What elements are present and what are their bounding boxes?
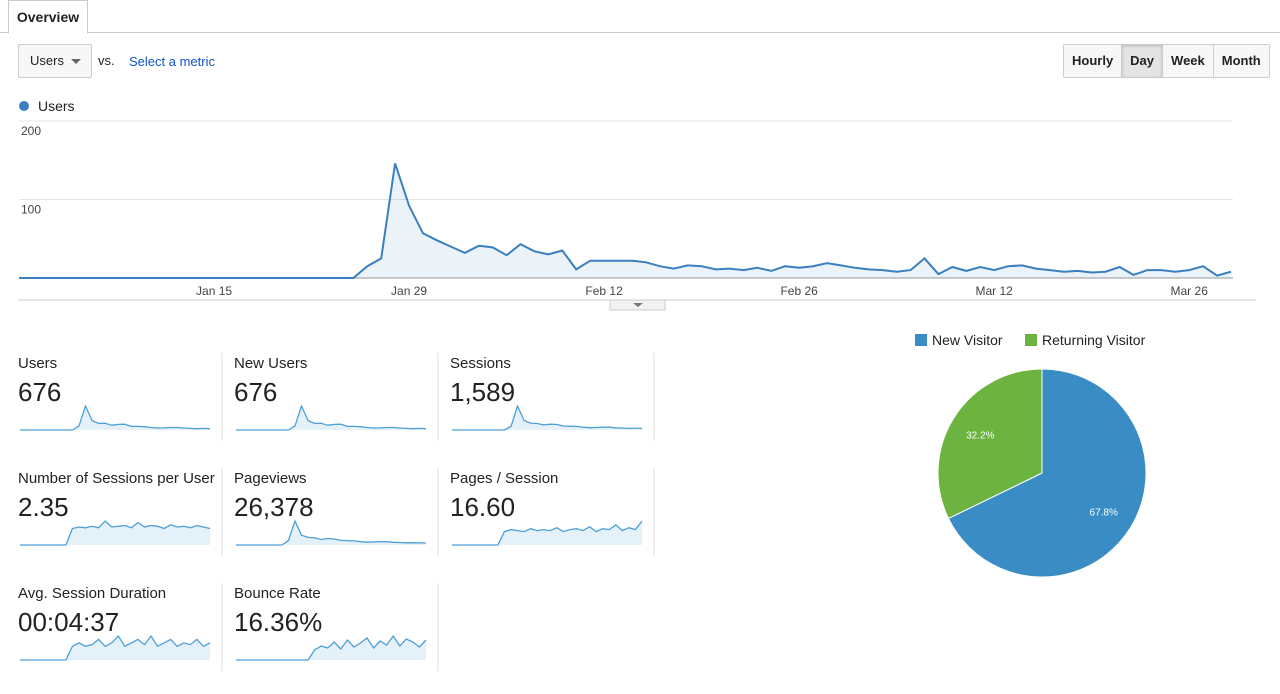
tab-underline [0, 32, 1280, 33]
metric-label: Bounce Rate [234, 585, 321, 602]
pie-slice [937, 368, 1043, 520]
metric-value: 00:04:37 [18, 607, 119, 637]
sparkline-area [236, 406, 426, 430]
x-tick-label: Jan 15 [196, 284, 232, 298]
x-tick-label: Jan 29 [391, 284, 427, 298]
sparkline [20, 520, 211, 546]
metric-name: Users [30, 53, 64, 68]
sparkline [236, 634, 427, 661]
metric-value: 16.60 [450, 492, 515, 522]
sparkline [452, 404, 643, 431]
sparkline [452, 520, 643, 546]
sparkline-area [236, 636, 426, 660]
legend-dot [19, 101, 29, 111]
pie-label: 32.2% [966, 430, 994, 441]
period-button[interactable]: Week [1162, 45, 1213, 77]
metric-label: Users [18, 355, 57, 372]
caret [71, 59, 81, 64]
metric-value: 16.36% [234, 607, 322, 637]
metric-value: 2.35 [18, 492, 69, 522]
sparkline-area [20, 521, 210, 545]
metric-value: 676 [234, 377, 277, 407]
metric-label: Sessions [450, 355, 511, 372]
legend-label: Returning Visitor [1042, 332, 1146, 348]
metric-label: Avg. Session Duration [18, 585, 166, 602]
metric-label: New Users [234, 355, 307, 372]
select-metric-link[interactable]: Select a metric [129, 54, 215, 69]
legend-swatch [915, 334, 927, 346]
sparkline [236, 404, 427, 431]
pie-label: 67.8% [1090, 508, 1118, 519]
line [19, 163, 1232, 279]
x-tick-label: Mar 26 [1171, 284, 1209, 298]
sparkline-area [20, 636, 210, 660]
period-buttons: Hourly Day Week Month [1063, 44, 1270, 78]
sparkline-area [452, 521, 642, 545]
sparkline-area [236, 521, 426, 545]
vs-label: vs. [98, 53, 115, 68]
y-tick-label: 100 [21, 203, 41, 217]
metric-dropdown[interactable]: Users [18, 44, 92, 78]
metric-value: 1,589 [450, 377, 515, 407]
sparkline [20, 404, 211, 431]
metric-value: 26,378 [234, 492, 314, 522]
collapse-arrow [633, 303, 643, 307]
overview-tab[interactable]: Overview [8, 0, 88, 34]
x-tick-label: Feb 26 [780, 284, 818, 298]
period-button[interactable]: Month [1212, 45, 1269, 77]
metric-label: Pageviews [234, 470, 307, 487]
sparkline [20, 634, 211, 661]
metric-value: 676 [18, 377, 61, 407]
sparkline-area [20, 406, 210, 430]
legend-label: New Visitor [932, 332, 1003, 348]
y-tick-label: 200 [21, 124, 41, 138]
metric-label: Pages / Session [450, 470, 558, 487]
legend-swatch [1025, 334, 1037, 346]
x-tick-label: Mar 12 [975, 284, 1013, 298]
x-tick-label: Feb 12 [585, 284, 623, 298]
metric-label: Number of Sessions per User [18, 470, 215, 487]
period-button[interactable]: Day [1121, 45, 1163, 77]
sparkline-area [452, 406, 642, 430]
sparkline [236, 519, 427, 546]
legend-label: Users [38, 98, 75, 114]
pie-slice [947, 368, 1147, 578]
period-button[interactable]: Hourly [1064, 45, 1122, 77]
